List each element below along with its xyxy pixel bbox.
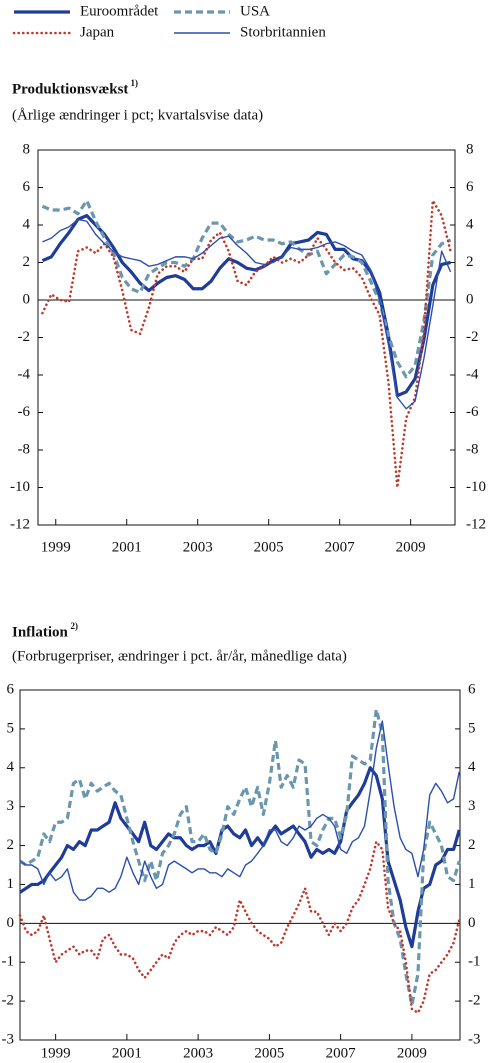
series-line — [19, 766, 461, 949]
y-tick-label: 1 — [7, 876, 15, 892]
y-tick-label: -2 — [18, 329, 31, 345]
x-tick-label: 1999 — [41, 1045, 71, 1061]
chart-subtitle: (Årlige ændringer i pct; kvartalsvise da… — [12, 107, 263, 123]
x-tick-label: 2007 — [325, 539, 356, 555]
plot-frame — [37, 149, 456, 526]
y-tick-label: 5 — [7, 720, 15, 736]
y-tick-label: -12 — [10, 516, 30, 532]
y2-tick-label: 8 — [466, 141, 474, 157]
y-tick-label: 2 — [23, 254, 31, 270]
y-tick-label: -10 — [10, 479, 30, 495]
series-line — [41, 199, 452, 489]
y-tick-label: -8 — [18, 441, 31, 457]
x-tick-label: 2005 — [254, 539, 284, 555]
x-tick-label: 2005 — [254, 1045, 284, 1061]
y2-tick-label: 1 — [468, 876, 476, 892]
x-tick-label: 2009 — [396, 539, 426, 555]
series-line — [19, 707, 461, 1007]
y-tick-label: 0 — [23, 291, 31, 307]
y-tick-label: 8 — [23, 141, 31, 157]
y-tick-label: 4 — [7, 759, 15, 775]
y-tick-label: -6 — [18, 404, 31, 420]
legend-label: Japan — [80, 24, 115, 40]
x-tick-label: 1999 — [41, 539, 71, 555]
y2-tick-label: -12 — [466, 516, 486, 532]
plot-frame — [19, 689, 461, 1041]
y2-tick-label: 0 — [466, 291, 474, 307]
chart-title: Produktionsvækst — [12, 81, 128, 97]
y2-tick-label: 3 — [468, 798, 476, 814]
y2-tick-label: -2 — [466, 329, 479, 345]
x-tick-label: 2003 — [183, 1045, 213, 1061]
y2-tick-label: -8 — [466, 441, 479, 457]
y2-tick-label: -3 — [468, 1031, 481, 1047]
y2-tick-label: -1 — [468, 954, 481, 970]
y2-tick-label: -10 — [466, 479, 486, 495]
x-tick-label: 2009 — [397, 1045, 427, 1061]
y-tick-label: 3 — [7, 798, 15, 814]
legend-label: USA — [240, 3, 270, 19]
y-tick-label: 6 — [23, 179, 31, 195]
y-tick-label: -4 — [18, 366, 31, 382]
y2-tick-label: 4 — [466, 216, 474, 232]
y-tick-label: 6 — [7, 681, 15, 697]
series-line — [18, 840, 461, 1015]
title-footnote: 2) — [71, 621, 79, 631]
legend: Euroområdet USA Japan Storbritannien — [12, 3, 326, 40]
series-line — [41, 214, 451, 398]
x-tick-label: 2003 — [183, 539, 213, 555]
y2-tick-label: 0 — [468, 915, 476, 931]
legend-label: Euroområdet — [80, 3, 159, 19]
x-tick-label: 2001 — [112, 1045, 142, 1061]
y2-tick-label: 2 — [468, 837, 476, 853]
y2-tick-label: -4 — [466, 366, 479, 382]
y2-tick-label: 2 — [466, 254, 474, 270]
x-tick-label: 2007 — [326, 1045, 357, 1061]
chart-subtitle: (Forbrugerpriser, ændringer i pct. år/år… — [12, 648, 347, 664]
chart: Inflation 2) (Forbrugerpriser, ændringer i… — [2, 621, 481, 1061]
y-tick-label: -2 — [2, 993, 15, 1009]
y-tick-label: -1 — [2, 954, 15, 970]
y2-tick-label: 5 — [468, 720, 476, 736]
chart: Produktionsvækst 1) (Årlige ændringer i pc… — [10, 78, 486, 555]
x-tick-label: 2001 — [112, 539, 142, 555]
legend-label: Storbritannien — [240, 24, 326, 40]
y2-tick-label: 4 — [468, 759, 476, 775]
y-tick-label: 0 — [7, 915, 15, 931]
series-line — [19, 720, 460, 901]
y2-tick-label: 6 — [466, 179, 474, 195]
y-tick-label: 4 — [23, 216, 31, 232]
title-footnote: 1) — [130, 78, 138, 88]
y-tick-label: 2 — [7, 837, 15, 853]
series-line — [42, 218, 452, 410]
y2-tick-label: -2 — [468, 993, 481, 1009]
y2-tick-label: -6 — [466, 404, 479, 420]
y2-tick-label: 6 — [468, 681, 476, 697]
chart-title: Inflation — [12, 624, 69, 640]
y-tick-label: -3 — [2, 1031, 15, 1047]
